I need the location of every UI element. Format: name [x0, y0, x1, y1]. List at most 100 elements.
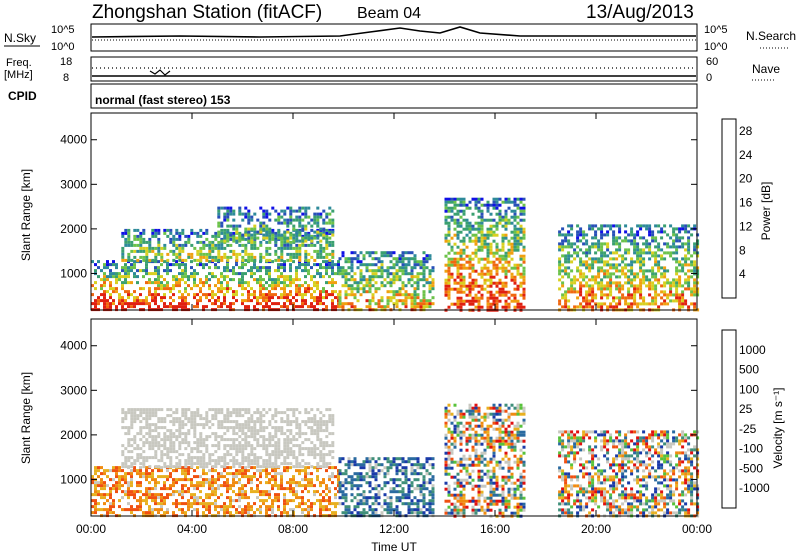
- range-time-cell: [202, 441, 206, 445]
- range-time-cell: [516, 242, 520, 246]
- range-time-cell: [636, 242, 640, 246]
- range-time-cell: [295, 432, 299, 436]
- range-time-cell: [100, 284, 103, 288]
- range-time-cell: [244, 496, 247, 500]
- range-time-cell: [600, 224, 604, 228]
- range-time-cell: [337, 475, 340, 479]
- range-time-cell: [199, 287, 202, 291]
- range-time-cell: [259, 475, 262, 479]
- range-time-cell: [286, 487, 289, 491]
- range-time-cell: [118, 293, 121, 297]
- range-time-cell: [169, 475, 172, 479]
- range-time-cell: [178, 426, 182, 430]
- range-time-cell: [627, 248, 631, 252]
- range-time-cell: [398, 269, 402, 273]
- range-time-cell: [368, 508, 372, 512]
- range-time-cell: [115, 287, 118, 291]
- range-time-cell: [277, 505, 280, 509]
- range-time-cell: [319, 275, 322, 279]
- range-time-cell: [271, 484, 274, 488]
- range-time-cell: [591, 227, 595, 231]
- range-time-cell: [630, 296, 634, 300]
- range-time-cell: [392, 296, 396, 300]
- range-time-cell: [322, 490, 325, 494]
- range-time-cell: [256, 417, 260, 421]
- range-time-cell: [507, 254, 511, 258]
- range-time-cell: [145, 272, 148, 276]
- range-time-cell: [103, 284, 106, 288]
- range-time-cell: [501, 266, 505, 270]
- range-time-cell: [313, 249, 317, 253]
- range-time-cell: [154, 252, 158, 256]
- range-time-cell: [600, 245, 604, 249]
- range-time-cell: [253, 243, 257, 247]
- range-time-cell: [687, 230, 691, 234]
- range-time-cell: [241, 299, 244, 303]
- range-time-cell: [157, 502, 160, 506]
- range-time-cell: [489, 245, 493, 249]
- range-time-cell: [295, 417, 299, 421]
- range-time-cell: [606, 269, 610, 273]
- range-time-cell: [444, 239, 448, 243]
- range-time-cell: [145, 408, 149, 412]
- range-time-cell: [501, 254, 505, 258]
- range-time-cell: [304, 206, 308, 210]
- range-time-cell: [410, 269, 414, 273]
- range-time-cell: [519, 242, 523, 246]
- range-time-cell: [160, 296, 163, 300]
- range-time-cell: [462, 299, 466, 303]
- range-time-cell: [265, 490, 268, 494]
- range-time-cell: [570, 278, 574, 282]
- range-time-cell: [462, 266, 466, 270]
- range-time-cell: [456, 209, 460, 213]
- range-time-cell: [516, 203, 520, 207]
- range-time-cell: [579, 302, 583, 306]
- range-time-cell: [115, 281, 118, 285]
- range-time-cell: [600, 296, 604, 300]
- range-time-cell: [217, 447, 221, 451]
- range-time-cell: [115, 263, 118, 267]
- range-time-cell: [380, 505, 384, 509]
- range-time-cell: [304, 487, 307, 491]
- range-time-cell: [232, 484, 235, 488]
- range-time-cell: [238, 465, 242, 469]
- range-time-cell: [262, 227, 266, 231]
- range-time-cell: [94, 511, 97, 515]
- range-time-cell: [250, 255, 254, 259]
- range-time-cell: [660, 254, 664, 258]
- range-time-cell: [136, 499, 139, 503]
- range-time-cell: [675, 260, 679, 264]
- range-time-cell: [142, 258, 146, 262]
- range-time-cell: [416, 263, 420, 267]
- range-time-cell: [151, 438, 155, 442]
- range-time-cell: [103, 508, 106, 512]
- range-time-cell: [456, 233, 460, 237]
- range-time-cell: [124, 490, 127, 494]
- range-time-cell: [160, 475, 163, 479]
- range-time-cell: [184, 414, 188, 418]
- range-time-cell: [220, 272, 223, 276]
- range-time-cell: [675, 248, 679, 252]
- range-time-cell: [259, 420, 263, 424]
- range-time-cell: [139, 408, 143, 412]
- range-time-cell: [223, 426, 227, 430]
- range-time-cell: [184, 472, 187, 476]
- range-time-cell: [232, 218, 236, 222]
- range-time-cell: [268, 444, 272, 448]
- range-time-cell: [606, 296, 610, 300]
- range-time-cell: [561, 245, 565, 249]
- range-time-cell: [151, 444, 155, 448]
- range-time-cell: [217, 230, 221, 234]
- range-time-cell: [274, 469, 277, 473]
- range-time-cell: [142, 499, 145, 503]
- range-time-cell: [344, 293, 348, 297]
- range-time-cell: [468, 224, 472, 228]
- range-time-cell: [235, 420, 239, 424]
- range-time-cell: [268, 481, 271, 485]
- range-time-cell: [576, 254, 580, 258]
- range-time-cell: [319, 423, 323, 427]
- range-time-cell: [211, 275, 214, 279]
- range-time-cell: [145, 240, 149, 244]
- range-time-cell: [395, 305, 399, 309]
- range-time-cell: [268, 459, 272, 463]
